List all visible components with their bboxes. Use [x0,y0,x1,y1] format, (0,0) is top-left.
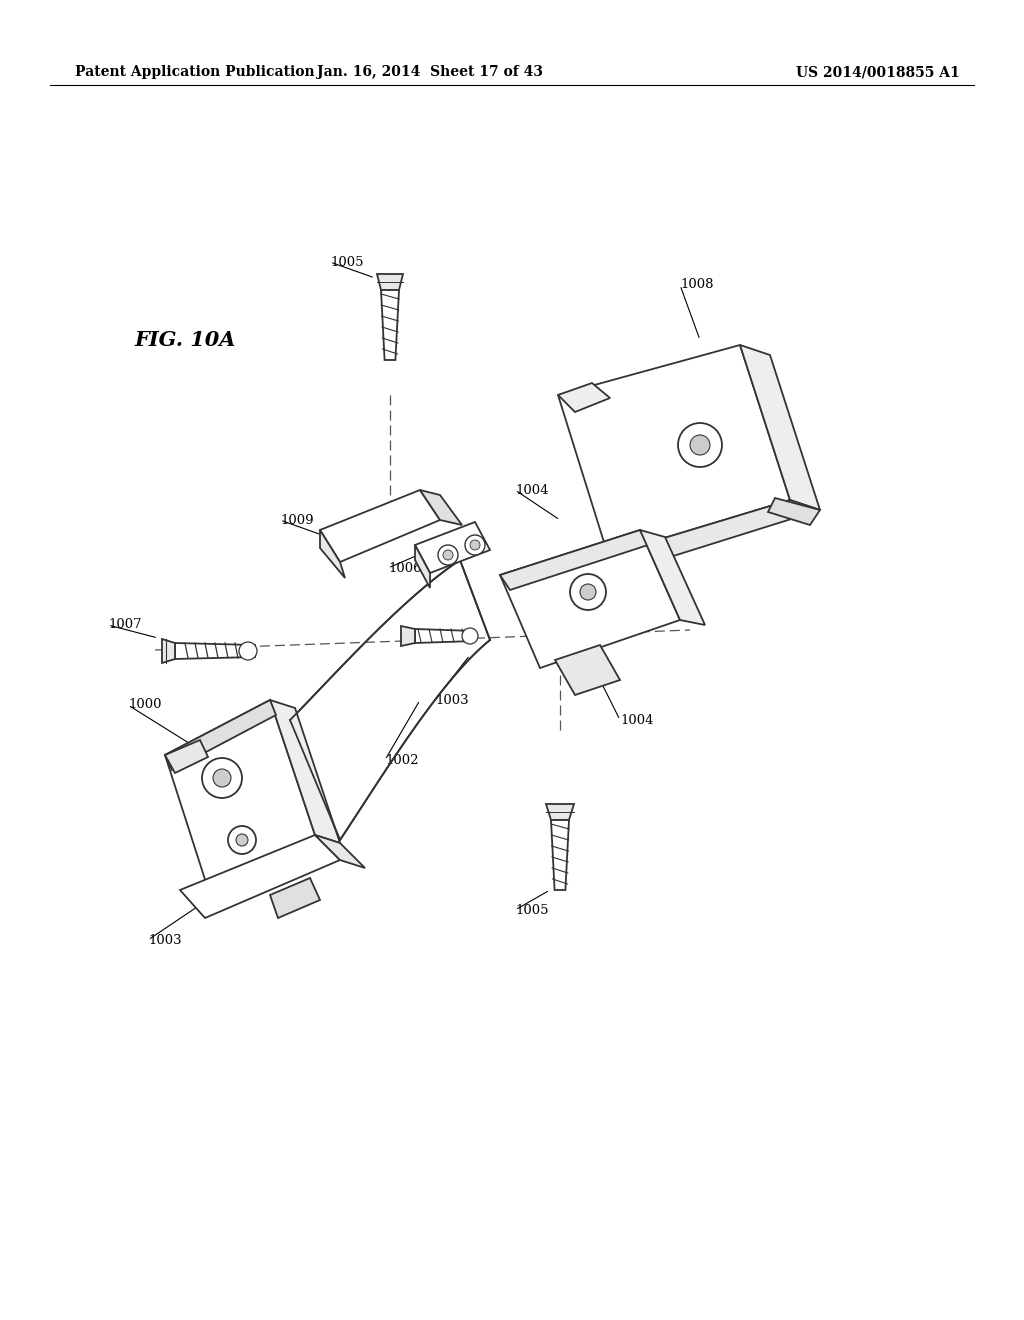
Polygon shape [162,639,175,663]
Polygon shape [500,531,648,590]
Text: 1002: 1002 [385,754,419,767]
Polygon shape [401,626,415,645]
Polygon shape [165,700,276,770]
Text: 1004: 1004 [620,714,653,726]
Polygon shape [165,700,315,895]
Text: US 2014/0018855 A1: US 2014/0018855 A1 [797,65,961,79]
Polygon shape [377,275,403,290]
Circle shape [462,628,478,644]
Circle shape [236,834,248,846]
Text: 1005: 1005 [330,256,364,268]
Circle shape [202,758,242,799]
Circle shape [470,540,480,550]
Polygon shape [415,521,490,573]
Polygon shape [768,498,820,525]
Text: 1006: 1006 [388,561,422,574]
Circle shape [465,535,485,554]
Polygon shape [270,878,319,917]
Text: 1008: 1008 [680,279,714,292]
Text: 1004: 1004 [515,483,549,496]
Polygon shape [546,804,574,820]
Polygon shape [415,545,430,587]
Text: 1003: 1003 [148,933,181,946]
Polygon shape [315,836,365,869]
Polygon shape [290,560,490,840]
Circle shape [678,422,722,467]
Text: 1001: 1001 [600,418,634,432]
Polygon shape [640,531,705,624]
Polygon shape [740,345,820,510]
Polygon shape [551,820,569,890]
Text: 1007: 1007 [108,619,141,631]
Polygon shape [270,700,340,843]
Polygon shape [500,531,680,668]
Polygon shape [415,630,475,643]
Circle shape [213,770,231,787]
Polygon shape [558,383,610,412]
Circle shape [570,574,606,610]
Polygon shape [319,490,440,562]
Polygon shape [319,531,345,578]
Circle shape [443,550,453,560]
Circle shape [580,583,596,601]
Polygon shape [165,741,208,774]
Circle shape [690,436,710,455]
Text: Patent Application Publication: Patent Application Publication [75,65,314,79]
Polygon shape [420,490,462,525]
Polygon shape [555,645,620,696]
Circle shape [239,642,257,660]
Circle shape [228,826,256,854]
Text: Jan. 16, 2014  Sheet 17 of 43: Jan. 16, 2014 Sheet 17 of 43 [317,65,543,79]
Polygon shape [175,643,255,659]
Text: 1005: 1005 [515,903,549,916]
Polygon shape [558,345,790,554]
Text: 1009: 1009 [280,513,313,527]
Text: FIG. 10A: FIG. 10A [134,330,236,350]
Text: 1003: 1003 [435,693,469,706]
Text: 1000: 1000 [128,698,162,711]
Polygon shape [608,500,820,568]
Polygon shape [381,290,399,360]
Circle shape [438,545,458,565]
Polygon shape [180,836,340,917]
